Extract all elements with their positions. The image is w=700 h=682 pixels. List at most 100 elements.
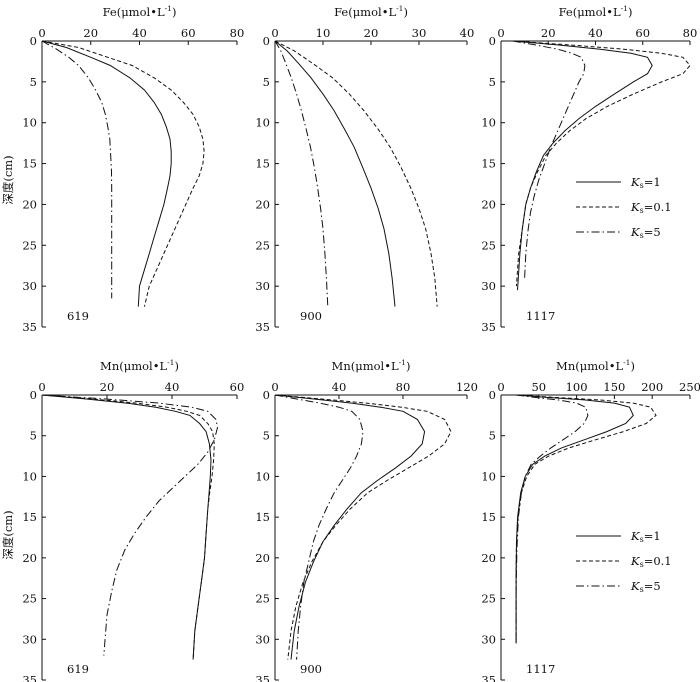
x-tick-label: 150: [603, 380, 625, 394]
x-tick-label: 0: [271, 26, 278, 40]
panel-Fe-619: 0 20 40 60 80 0 5 10 15 20 25 30 35 Fe(μmol•L-1) 619: [22, 4, 244, 334]
y-tick-label: 0: [30, 388, 37, 402]
series-line-dashed: [41, 394, 215, 660]
y-tick-label: 25: [255, 592, 270, 606]
legend-label: Ks=0.1: [630, 554, 672, 569]
site-label: 900: [300, 662, 322, 676]
series-line-solid: [512, 40, 653, 291]
series-line-solid: [274, 40, 396, 307]
y-tick-label: 35: [481, 320, 496, 334]
x-tick-label: 40: [165, 380, 180, 394]
legend-label: Ks=1: [630, 529, 661, 544]
x-tick-label: 20: [541, 26, 556, 40]
y-tick-label: 30: [481, 632, 496, 646]
y-tick-label: 0: [263, 388, 270, 402]
y-tick-label: 20: [255, 551, 270, 565]
y-tick-label: 15: [481, 510, 496, 524]
panel-Mn-1117: 0 50 100 150 200 250 0 5 10 15 20 25 30 35 Mn(μmol•L-1…: [481, 358, 700, 682]
panel-Fe-1117: 0 20 40 60 80 0 5 10 15 20 25 30 35 Fe(μmol•L-1) 1117 K…: [481, 4, 697, 334]
y-tick-label: 5: [263, 75, 270, 89]
y-tick-label: 10: [255, 469, 270, 483]
y-tick-label: 25: [22, 592, 37, 606]
y-axis-label-top: 深度(cm): [1, 155, 15, 204]
series-line-dash-dot: [41, 394, 219, 656]
x-tick-label: 40: [332, 380, 347, 394]
series-line-dash-dot: [512, 40, 586, 279]
y-tick-label: 30: [255, 632, 270, 646]
y-tick-label: 0: [489, 34, 496, 48]
y-tick-label: 10: [255, 116, 270, 130]
legend-label: Ks=5: [630, 225, 661, 240]
y-tick-label: 5: [30, 429, 37, 443]
panel-Mn-619: 0 20 40 60 0 5 10 15 20 25 30 35 Mn(μmol•L-1) 619: [22, 358, 244, 682]
x-tick-label: 200: [641, 380, 663, 394]
series-line-dashed: [274, 40, 438, 307]
x-tick-label: 60: [635, 26, 650, 40]
x-axis-title: Fe(μmol•L-1): [103, 4, 177, 19]
series-line-solid: [274, 394, 426, 660]
series-line-dash-dot: [274, 40, 329, 307]
y-tick-label: 10: [481, 469, 496, 483]
y-tick-label: 35: [255, 673, 270, 682]
series-line-solid: [41, 40, 172, 307]
x-axis-title: Mn(μmol•L-1): [100, 358, 179, 373]
x-tick-label: 80: [396, 380, 411, 394]
y-tick-label: 20: [22, 551, 37, 565]
y-axis-label-bottom: 深度(cm): [1, 510, 15, 559]
y-tick-label: 35: [255, 320, 270, 334]
x-tick-label: 0: [271, 380, 278, 394]
y-tick-label: 0: [489, 388, 496, 402]
series-line-dashed: [515, 394, 657, 644]
y-tick-label: 10: [22, 469, 37, 483]
y-tick-label: 20: [481, 551, 496, 565]
legend-label: Ks=1: [630, 175, 661, 190]
y-tick-label: 20: [22, 197, 37, 211]
x-tick-label: 10: [316, 26, 331, 40]
y-tick-label: 25: [255, 238, 270, 252]
x-tick-label: 60: [181, 26, 196, 40]
x-tick-label: 0: [38, 380, 45, 394]
y-tick-label: 15: [255, 510, 270, 524]
y-tick-label: 10: [481, 116, 496, 130]
site-label: 619: [67, 662, 89, 676]
y-tick-label: 25: [22, 238, 37, 252]
series-line-dashed: [512, 40, 691, 287]
x-tick-label: 20: [83, 26, 98, 40]
x-tick-label: 80: [683, 26, 698, 40]
x-axis-title: Fe(μmol•L-1): [334, 4, 408, 19]
site-label: 1117: [526, 309, 555, 323]
x-tick-label: 30: [412, 26, 427, 40]
y-tick-label: 30: [22, 279, 37, 293]
y-tick-label: 5: [489, 429, 496, 443]
site-label: 619: [67, 309, 89, 323]
y-tick-label: 15: [22, 157, 37, 171]
site-label: 1117: [526, 662, 555, 676]
y-tick-label: 35: [481, 673, 496, 682]
y-tick-label: 25: [481, 238, 496, 252]
x-tick-label: 250: [679, 380, 700, 394]
y-tick-label: 35: [22, 320, 37, 334]
x-tick-label: 40: [460, 26, 475, 40]
x-tick-label: 80: [230, 26, 245, 40]
legend-label: Ks=0.1: [630, 200, 672, 215]
series-line-solid: [41, 394, 212, 660]
y-tick-label: 0: [30, 34, 37, 48]
x-axis-title: Fe(μmol•L-1): [559, 4, 633, 19]
x-tick-label: 120: [456, 380, 478, 394]
y-tick-label: 5: [30, 75, 37, 89]
y-tick-label: 30: [481, 279, 496, 293]
y-tick-label: 25: [481, 592, 496, 606]
x-tick-label: 0: [38, 26, 45, 40]
x-tick-label: 20: [100, 380, 115, 394]
x-axis-title: Mn(μmol•L-1): [556, 358, 635, 373]
y-tick-label: 20: [255, 197, 270, 211]
panel-Fe-900: 0 10 20 30 40 0 5 10 15 20 25 30 35 Fe(μmol•L-1) 900: [255, 4, 474, 334]
series-line-solid: [515, 394, 634, 644]
x-tick-label: 40: [588, 26, 603, 40]
y-tick-label: 15: [255, 157, 270, 171]
y-tick-label: 10: [22, 116, 37, 130]
x-tick-label: 50: [531, 380, 546, 394]
series-line-dash-dot: [515, 394, 589, 644]
y-tick-label: 15: [481, 157, 496, 171]
x-tick-label: 20: [364, 26, 379, 40]
